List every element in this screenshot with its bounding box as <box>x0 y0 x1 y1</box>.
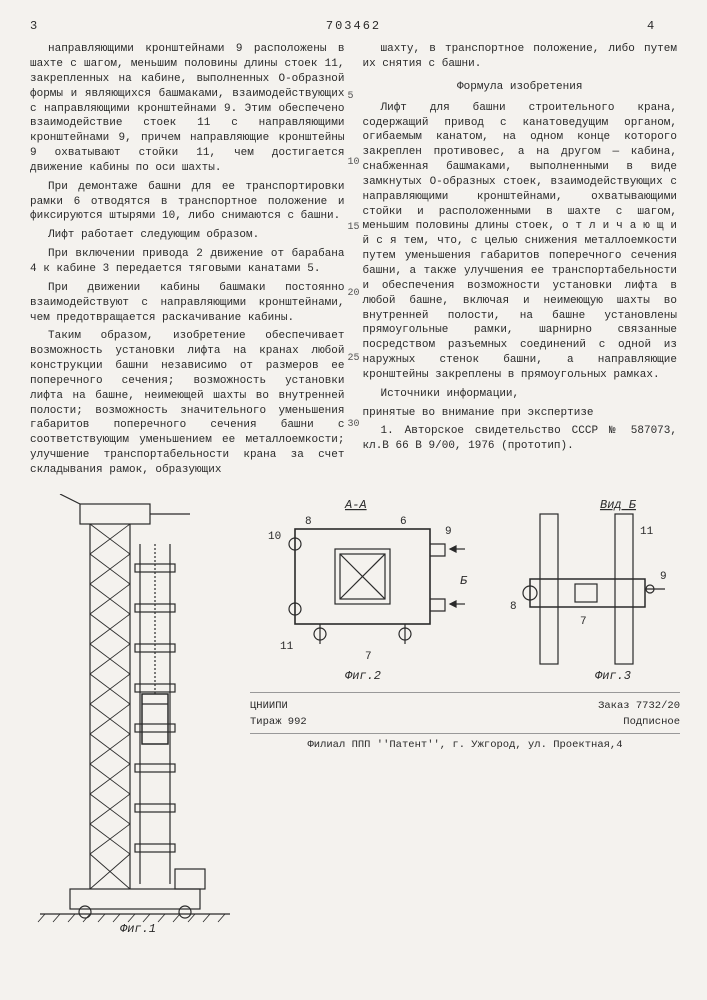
claim-text: Лифт для башни строительного крана, соде… <box>363 101 678 383</box>
paragraph: При демонтаже башни для ее транспортиров… <box>30 180 345 225</box>
source-reference: 1. Авторское свидетельство СССР № 587073… <box>363 424 678 454</box>
ref-10: 10 <box>268 531 281 543</box>
footer-branch: Филиал ППП ''Патент'', г. Ужгород, ул. П… <box>250 738 680 752</box>
view-b-label: Вид Б <box>600 498 637 512</box>
footer-org: ЦНИИПИ <box>250 699 288 713</box>
paragraph: При движении кабины башмаки постоянно вз… <box>30 281 345 326</box>
line-number: 10 <box>347 156 359 170</box>
footer-tirazh: Тираж 992 <box>250 715 307 729</box>
ref-8: 8 <box>305 516 312 528</box>
ref-7b: 7 <box>580 616 587 628</box>
fig2-label: Фиг.2 <box>345 669 381 683</box>
paragraph: Таким образом, изобретение обеспечивает … <box>30 329 345 477</box>
footer-podpis: Подписное <box>623 715 680 729</box>
figures-section: Фиг.1 А-А <box>30 494 677 934</box>
line-number: 5 <box>347 90 359 104</box>
claims-title: Формула изобретения <box>363 80 678 95</box>
paragraph: При включении привода 2 движение от бара… <box>30 247 345 277</box>
figure-3-svg: Вид Б 11 9 7 <box>480 494 680 684</box>
figure-2-svg: А-А <box>250 494 470 684</box>
section-label-aa: А-А <box>344 498 367 512</box>
figure-1: Фиг.1 <box>30 494 240 934</box>
ref-11: 11 <box>280 641 294 653</box>
ref-11b: 11 <box>640 526 654 538</box>
sources-title: Источники информации, <box>363 387 678 402</box>
paragraph: Лифт работает следующим образом. <box>30 228 345 243</box>
page-header: 3 703462 4 <box>30 18 677 34</box>
document-number: 703462 <box>60 18 647 34</box>
ref-8b: 8 <box>510 601 517 613</box>
page-number-right: 4 <box>647 18 677 34</box>
arrow-b: Б <box>460 574 468 588</box>
ref-9: 9 <box>445 526 452 538</box>
right-column: шахту, в транспортное положение, либо пу… <box>363 42 678 482</box>
ref-6: 6 <box>400 516 407 528</box>
imprint-footer: ЦНИИПИ Заказ 7732/20 Тираж 992 Подписное… <box>250 692 680 753</box>
line-numbers: 5 10 15 20 25 30 <box>347 40 359 431</box>
line-number: 25 <box>347 352 359 366</box>
paragraph: шахту, в транспортное положение, либо пу… <box>363 42 678 72</box>
paragraph: направляющими кронштейнами 9 расположены… <box>30 42 345 176</box>
left-column: направляющими кронштейнами 9 расположены… <box>30 42 345 482</box>
fig1-label: Фиг.1 <box>120 922 156 934</box>
ref-7: 7 <box>365 651 372 663</box>
fig3-label: Фиг.3 <box>595 669 631 683</box>
footer-order: Заказ 7732/20 <box>598 699 680 713</box>
line-number: 20 <box>347 287 359 301</box>
ref-9b: 9 <box>660 571 667 583</box>
line-number: 30 <box>347 418 359 432</box>
sources-subtitle: принятые во внимание при экспертизе <box>363 406 678 421</box>
figure-1-svg: Фиг.1 <box>30 494 240 934</box>
line-number: 15 <box>347 221 359 235</box>
page-number-left: 3 <box>30 18 60 34</box>
